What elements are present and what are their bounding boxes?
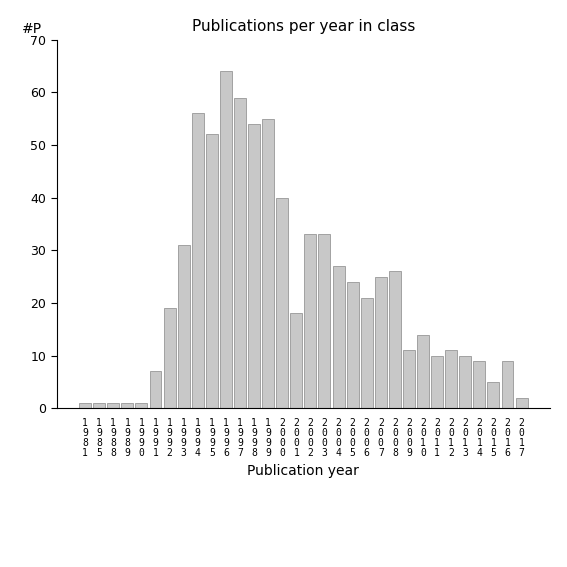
Text: #P: #P: [22, 22, 43, 36]
Bar: [79, 403, 91, 408]
Bar: [361, 298, 373, 408]
Bar: [234, 98, 246, 408]
Bar: [164, 308, 176, 408]
Bar: [502, 361, 514, 408]
Bar: [136, 403, 147, 408]
Bar: [488, 382, 500, 408]
Bar: [431, 356, 443, 408]
Bar: [473, 361, 485, 408]
Bar: [346, 282, 358, 408]
Bar: [403, 350, 415, 408]
X-axis label: Publication year: Publication year: [247, 463, 359, 477]
Bar: [389, 272, 401, 408]
Bar: [177, 245, 189, 408]
Bar: [206, 134, 218, 408]
Bar: [290, 314, 302, 408]
Bar: [276, 198, 288, 408]
Bar: [262, 119, 274, 408]
Bar: [107, 403, 119, 408]
Bar: [304, 235, 316, 408]
Bar: [121, 403, 133, 408]
Bar: [93, 403, 105, 408]
Bar: [319, 235, 331, 408]
Bar: [150, 371, 162, 408]
Bar: [417, 335, 429, 408]
Bar: [220, 71, 232, 408]
Bar: [248, 124, 260, 408]
Bar: [459, 356, 471, 408]
Bar: [445, 350, 457, 408]
Bar: [333, 266, 345, 408]
Bar: [192, 113, 204, 408]
Bar: [375, 277, 387, 408]
Title: Publications per year in class: Publications per year in class: [192, 19, 415, 35]
Bar: [515, 397, 527, 408]
